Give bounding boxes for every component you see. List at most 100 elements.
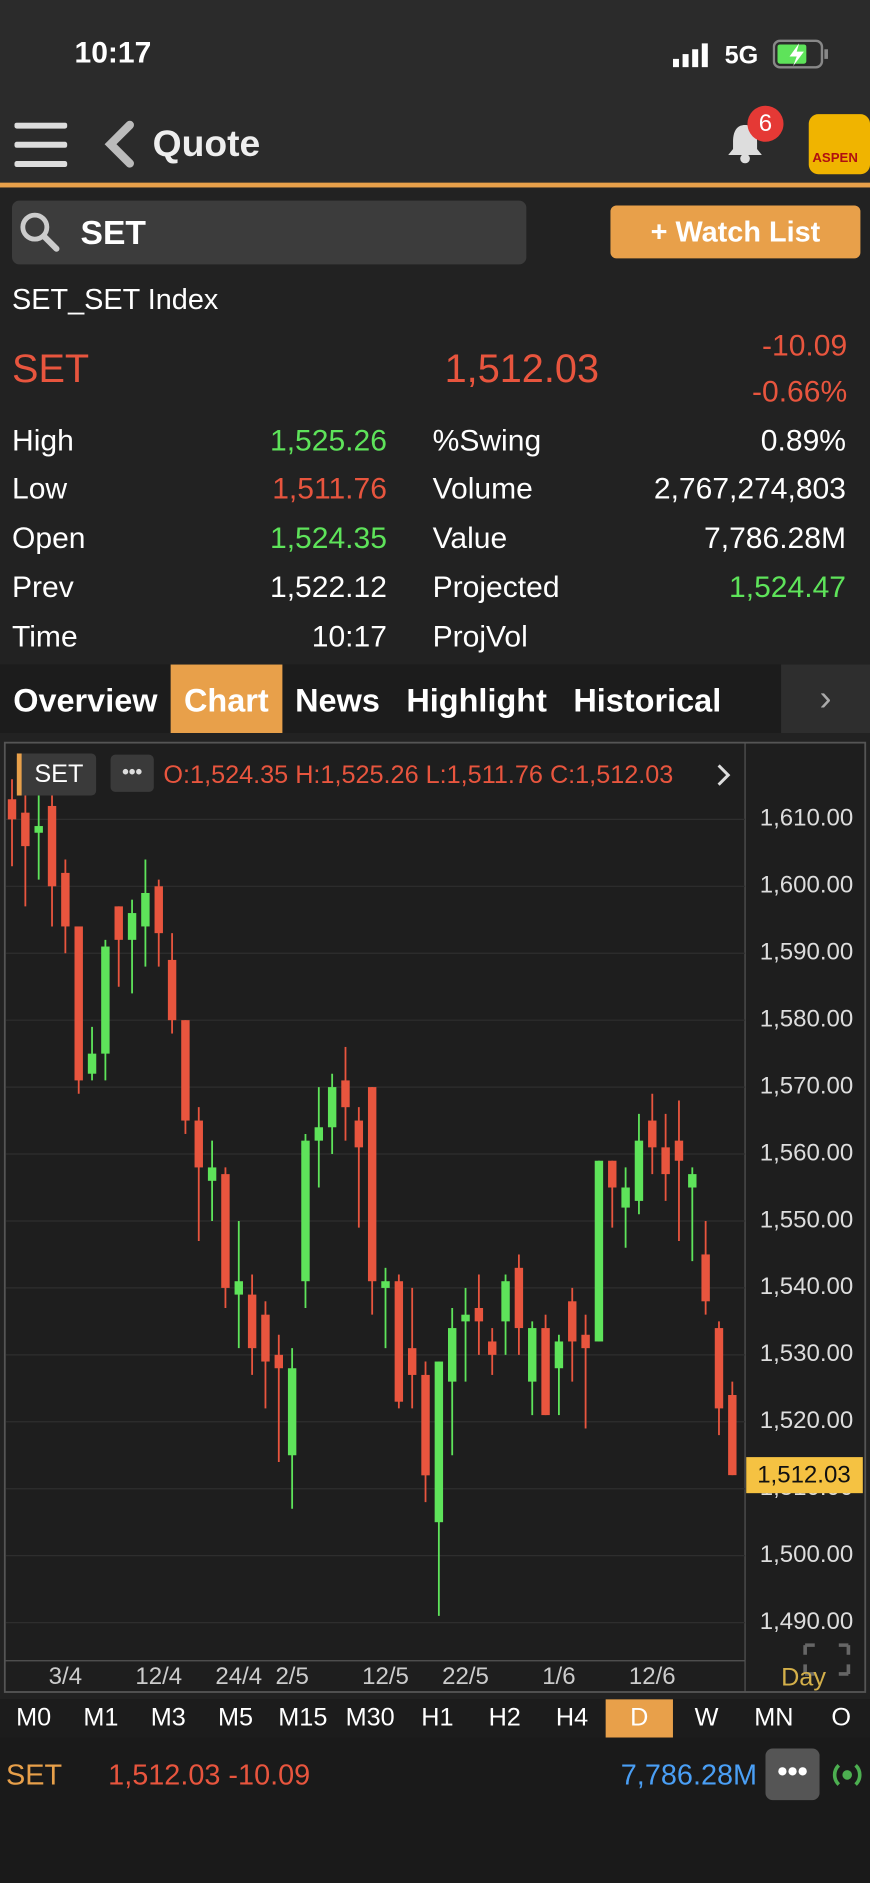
search-query: SET bbox=[80, 213, 146, 252]
candle-body bbox=[621, 1187, 630, 1208]
stat-label: Low bbox=[12, 472, 68, 506]
footer-value: 7,786.28M bbox=[620, 1759, 758, 1792]
stat-label: ProjVol bbox=[432, 620, 528, 654]
stat-value: 1,522.12 bbox=[269, 570, 387, 605]
candle-body bbox=[447, 1328, 457, 1382]
logo-text: ASPEN bbox=[812, 151, 858, 166]
candle-body bbox=[74, 926, 83, 1081]
candle-body bbox=[87, 1053, 97, 1074]
candle-body bbox=[541, 1328, 550, 1416]
candle-body bbox=[528, 1328, 537, 1382]
timeframe[interactable]: M5 bbox=[217, 1704, 254, 1732]
stream-icon bbox=[832, 1763, 862, 1786]
y-tick-label: 1,530.00 bbox=[760, 1340, 853, 1367]
more-button[interactable]: ••• bbox=[765, 1748, 820, 1801]
y-tick-label: 1,600.00 bbox=[760, 872, 853, 899]
candle-body bbox=[367, 1087, 377, 1282]
tab[interactable]: Highlight bbox=[406, 682, 547, 719]
tab[interactable]: News bbox=[295, 682, 380, 719]
candle-body bbox=[34, 826, 43, 833]
candle-body bbox=[154, 886, 163, 934]
stat-label: Value bbox=[432, 521, 508, 556]
timeframe[interactable]: O bbox=[831, 1704, 852, 1732]
candle-body bbox=[194, 1120, 203, 1168]
watchlist-button[interactable]: + Watch List bbox=[610, 205, 861, 259]
candle-body bbox=[141, 892, 150, 927]
instrument-name: SET_SET Index bbox=[12, 283, 219, 317]
timeframe[interactable]: H2 bbox=[488, 1704, 521, 1732]
chart-frame bbox=[3, 741, 867, 1693]
timeframe[interactable]: M15 bbox=[278, 1704, 328, 1732]
y-tick-label: 1,580.00 bbox=[760, 1006, 853, 1033]
candle-body bbox=[608, 1160, 617, 1188]
candle-body bbox=[648, 1120, 657, 1148]
stat-value: 1,524.35 bbox=[269, 521, 387, 556]
candle-body bbox=[488, 1341, 497, 1355]
candle-body bbox=[581, 1334, 590, 1349]
search-icon bbox=[20, 212, 60, 252]
candle-body bbox=[61, 872, 70, 927]
timeframe[interactable]: M0 bbox=[16, 1704, 52, 1732]
status-time: 10:17 bbox=[74, 36, 152, 70]
y-tick-label: 1,610.00 bbox=[760, 805, 853, 832]
timeframe[interactable]: H1 bbox=[421, 1704, 454, 1732]
stat-label: High bbox=[12, 424, 74, 458]
menu-button[interactable] bbox=[14, 122, 68, 169]
x-tick-label: 1/6 bbox=[542, 1663, 575, 1690]
back-button[interactable] bbox=[101, 120, 135, 168]
page-title: Quote bbox=[152, 122, 261, 165]
stat-label: Prev bbox=[12, 570, 74, 605]
y-tick-label: 1,560.00 bbox=[760, 1139, 853, 1166]
candle-body bbox=[394, 1281, 404, 1402]
candle-body bbox=[47, 805, 57, 887]
tab[interactable]: Historical bbox=[573, 682, 722, 719]
candle-body bbox=[701, 1254, 710, 1302]
network: 5G bbox=[724, 42, 759, 70]
timeframe[interactable]: MN bbox=[754, 1704, 794, 1732]
y-tick-label: 1,520.00 bbox=[760, 1407, 853, 1434]
candle-body bbox=[314, 1127, 324, 1141]
symbol: SET bbox=[12, 346, 90, 391]
candle-body bbox=[127, 913, 137, 940]
candle-body bbox=[568, 1301, 577, 1342]
x-tick-label: 22/5 bbox=[442, 1663, 489, 1690]
candle-body bbox=[407, 1348, 417, 1375]
candle-body bbox=[247, 1294, 257, 1349]
candle-body bbox=[674, 1140, 684, 1161]
timeframe[interactable]: H4 bbox=[555, 1704, 589, 1732]
timeframe[interactable]: M1 bbox=[83, 1704, 119, 1732]
logo[interactable] bbox=[808, 114, 870, 175]
change-percent: -0.66% bbox=[752, 374, 848, 409]
stat-value: 1,511.76 bbox=[272, 472, 387, 506]
options-button[interactable] bbox=[110, 754, 154, 792]
top-bar bbox=[0, 0, 870, 184]
search-box[interactable] bbox=[12, 200, 527, 265]
timeframe[interactable]: W bbox=[694, 1704, 719, 1732]
timeframe[interactable]: D bbox=[605, 1699, 673, 1738]
candle-body bbox=[234, 1281, 243, 1295]
tab[interactable]: Chart bbox=[170, 664, 282, 734]
x-tick-label: 24/4 bbox=[215, 1663, 262, 1690]
price-marker-label: 1,512.03 bbox=[757, 1462, 850, 1489]
stat-value: 1,525.26 bbox=[269, 424, 387, 458]
candles bbox=[7, 779, 737, 1616]
symbol-tag-edge bbox=[16, 753, 22, 796]
tab[interactable]: Overview bbox=[13, 682, 158, 719]
candle-body bbox=[728, 1395, 737, 1476]
candle-body bbox=[688, 1174, 697, 1188]
tabs-more[interactable]: › bbox=[781, 664, 870, 734]
x-tick-label: 12/5 bbox=[362, 1663, 409, 1690]
options-dots: ••• bbox=[122, 762, 142, 783]
stat-label: Time bbox=[12, 620, 78, 654]
candle-body bbox=[301, 1140, 310, 1282]
x-tick-label: 12/4 bbox=[135, 1663, 182, 1690]
last-price: 1,512.03 bbox=[444, 346, 600, 391]
candle-body bbox=[434, 1361, 444, 1523]
timeframe[interactable]: M30 bbox=[345, 1704, 395, 1732]
timeframe[interactable]: M3 bbox=[150, 1704, 186, 1732]
candle-body bbox=[167, 959, 177, 1021]
candle-body bbox=[714, 1328, 724, 1409]
chart: 1,490.001,500.001,510.001,520.001,530.00… bbox=[3, 741, 867, 1693]
y-tick-label: 1,590.00 bbox=[760, 939, 853, 966]
